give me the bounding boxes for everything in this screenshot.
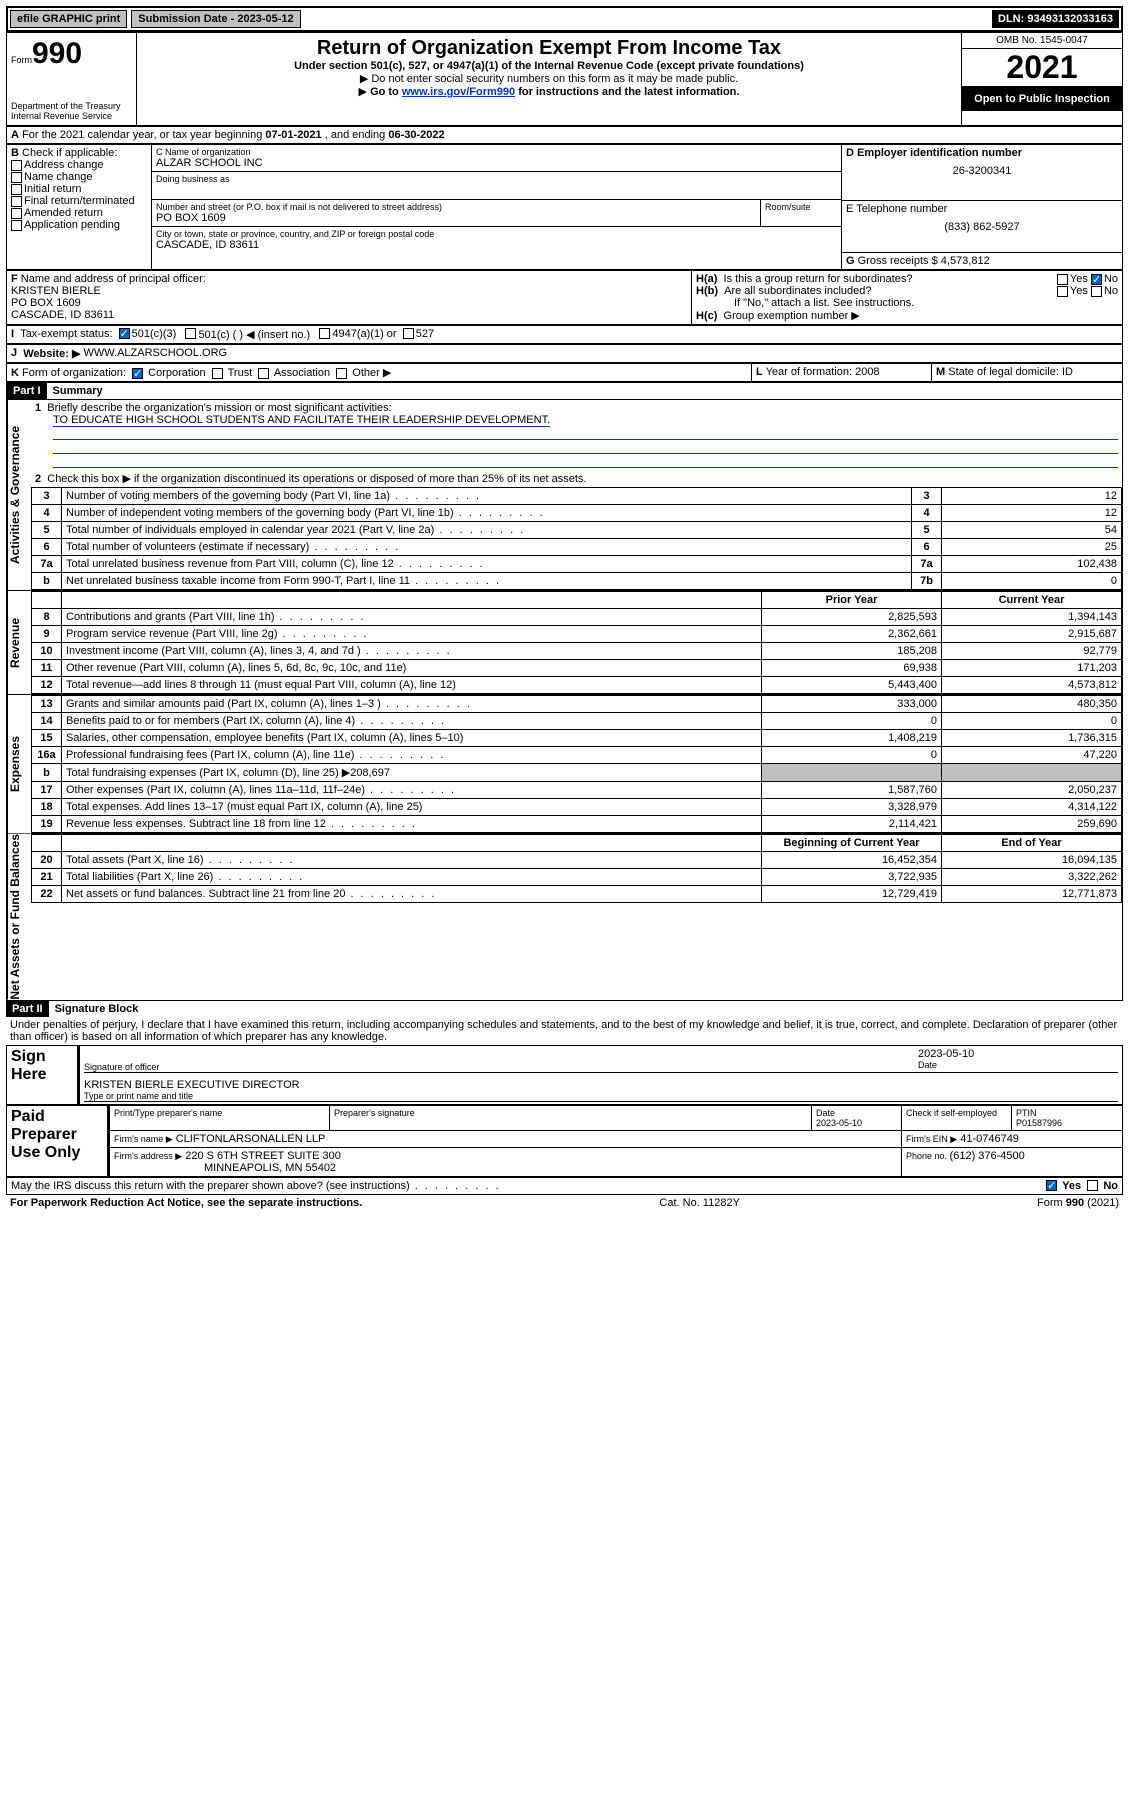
dept-2: Internal Revenue Service: [11, 111, 132, 121]
firm-ein: 41-0746749: [960, 1133, 1019, 1145]
501c-check[interactable]: [185, 328, 196, 339]
period-line: A For the 2021 calendar year, or tax yea…: [6, 126, 1123, 144]
officer-name: KRISTEN BIERLE: [11, 285, 101, 297]
entity-block: B Check if applicable: Address change Na…: [6, 144, 1123, 270]
amended-return-check[interactable]: [11, 208, 22, 219]
form-subtitle-3: Go to www.irs.gov/Form990 for instructio…: [141, 85, 957, 98]
dln: DLN: 93493132033163: [992, 10, 1119, 28]
hb-yes[interactable]: [1057, 286, 1068, 297]
telephone: (833) 862-5927: [846, 221, 1118, 233]
firm-phone: (612) 376-4500: [950, 1150, 1025, 1162]
governance-table: 3Number of voting members of the governi…: [31, 487, 1122, 590]
firm-name: CLIFTONLARSONALLEN LLP: [176, 1133, 326, 1145]
ha-no[interactable]: [1091, 274, 1102, 285]
page-footer: For Paperwork Reduction Act Notice, see …: [6, 1195, 1123, 1211]
addr-change-check[interactable]: [11, 160, 22, 171]
form-label: Form: [11, 55, 32, 65]
preparer-date: 2023-05-10: [816, 1118, 862, 1128]
section-expenses: Expenses: [7, 695, 31, 833]
name-change-check[interactable]: [11, 172, 22, 183]
app-pending-check[interactable]: [11, 220, 22, 231]
discuss-yes[interactable]: [1046, 1180, 1057, 1191]
sign-date: 2023-05-10: [918, 1048, 1118, 1060]
org-name: ALZAR SCHOOL INC: [156, 157, 837, 169]
4947-check[interactable]: [319, 328, 330, 339]
klm-row: K Form of organization: Corporation Trus…: [6, 363, 1123, 382]
efile-button[interactable]: efile GRAPHIC print: [10, 10, 127, 28]
dept-1: Department of the Treasury: [11, 101, 132, 111]
final-return-check[interactable]: [11, 196, 22, 207]
tax-exempt-row: I Tax-exempt status: 501(c)(3) 501(c) ( …: [6, 325, 1123, 344]
527-check[interactable]: [403, 328, 414, 339]
discuss-no[interactable]: [1087, 1180, 1098, 1191]
org-address: PO BOX 1609: [156, 212, 756, 224]
declaration: Under penalties of perjury, I declare th…: [6, 1017, 1123, 1045]
paid-preparer-block: Paid Preparer Use Only Print/Type prepar…: [6, 1105, 1123, 1177]
assoc-check[interactable]: [258, 368, 269, 379]
state-domicile: ID: [1062, 366, 1073, 378]
hb-no[interactable]: [1091, 286, 1102, 297]
org-city: CASCADE, ID 83611: [156, 239, 837, 251]
omb-number: OMB No. 1545-0047: [962, 33, 1122, 49]
initial-return-check[interactable]: [11, 184, 22, 195]
mission: TO EDUCATE HIGH SCHOOL STUDENTS AND FACI…: [53, 414, 550, 427]
netassets-table: Beginning of Current YearEnd of Year 20T…: [31, 834, 1122, 903]
section-netassets: Net Assets or Fund Balances: [7, 834, 31, 1000]
gross-receipts: 4,573,812: [941, 255, 990, 267]
submission-date-button[interactable]: Submission Date - 2023-05-12: [131, 10, 300, 28]
form-title: Return of Organization Exempt From Incom…: [141, 37, 957, 60]
part1: Part ISummary Activities & Governance 1 …: [6, 382, 1123, 1001]
discuss-row: May the IRS discuss this return with the…: [6, 1177, 1123, 1195]
revenue-table: Prior YearCurrent Year 8Contributions an…: [31, 591, 1122, 694]
ein: 26-3200341: [846, 165, 1118, 177]
firm-addr1: 220 S 6TH STREET SUITE 300: [185, 1150, 341, 1162]
corp-check[interactable]: [132, 368, 143, 379]
ptin: P01587996: [1016, 1118, 1062, 1128]
form-header: Form990 Department of the Treasury Inter…: [6, 32, 1123, 126]
section-activities: Activities & Governance: [7, 400, 31, 590]
sign-here-block: Sign Here Signature of officer 2023-05-1…: [6, 1045, 1123, 1105]
website: WWW.ALZARSCHOOL.ORG: [83, 347, 227, 360]
form-subtitle-2: Do not enter social security numbers on …: [141, 72, 957, 85]
form-number: 990: [32, 37, 82, 70]
firm-addr2: MINNEAPOLIS, MN 55402: [204, 1162, 336, 1174]
year-formation: 2008: [855, 366, 879, 378]
section-revenue: Revenue: [7, 591, 31, 694]
topbar: efile GRAPHIC print Submission Date - 20…: [6, 6, 1123, 32]
irs-link[interactable]: www.irs.gov/Form990: [402, 86, 515, 98]
form-subtitle-1: Under section 501(c), 527, or 4947(a)(1)…: [141, 60, 957, 72]
ha-yes[interactable]: [1057, 274, 1068, 285]
expenses-table: 13Grants and similar amounts paid (Part …: [31, 695, 1122, 833]
trust-check[interactable]: [212, 368, 223, 379]
website-row: J Website: ▶ WWW.ALZARSCHOOL.ORG: [6, 344, 1123, 363]
subdate-label: Submission Date -: [138, 13, 237, 25]
other-check[interactable]: [336, 368, 347, 379]
tax-year: 2021: [962, 49, 1122, 87]
officer-printed: KRISTEN BIERLE EXECUTIVE DIRECTOR: [84, 1079, 1118, 1091]
open-to-public: Open to Public Inspection: [962, 87, 1122, 111]
501c3-check[interactable]: [119, 328, 130, 339]
officer-block: F Name and address of principal officer:…: [6, 270, 1123, 325]
subdate-value: 2023-05-12: [237, 13, 293, 25]
